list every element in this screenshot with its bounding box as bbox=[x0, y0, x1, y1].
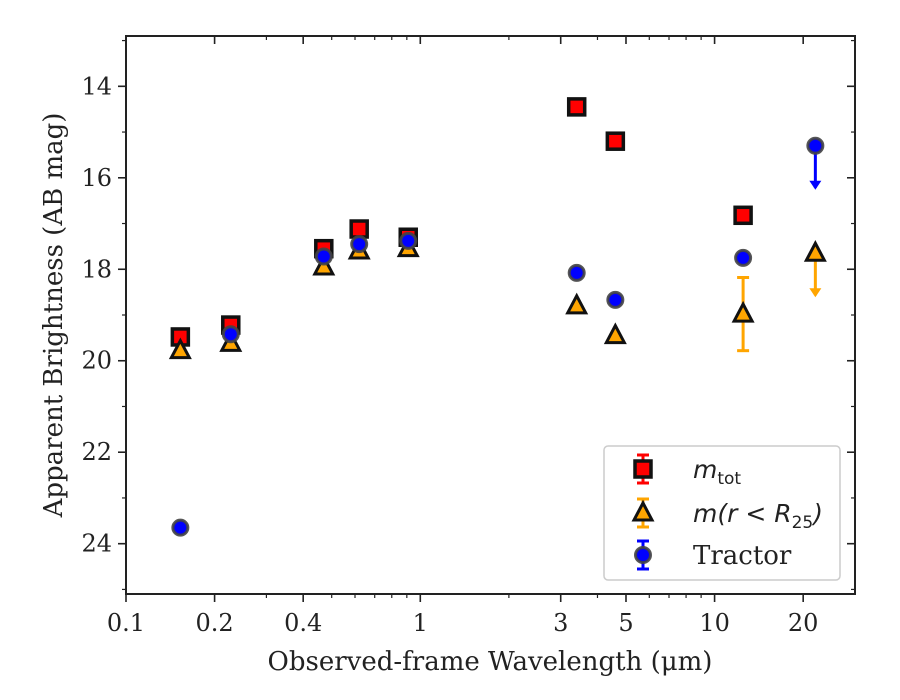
legend: mtot m(r < R25) Tractor bbox=[603, 445, 841, 581]
m-r25-point bbox=[803, 240, 827, 262]
x-tick-label: 3 bbox=[553, 609, 568, 637]
y-tick-label: 14 bbox=[81, 72, 112, 100]
y-tick-label: 16 bbox=[81, 164, 112, 192]
tractor-point bbox=[399, 231, 418, 250]
m-r25-point bbox=[603, 322, 627, 345]
m-r25-upper-limit-arrowhead bbox=[809, 288, 822, 298]
tractor-point bbox=[567, 263, 586, 282]
y-axis-title: Apparent Brightness (AB mag) bbox=[39, 113, 69, 519]
legend-m-r25-label: m(r < R25) bbox=[693, 499, 823, 533]
legend-mtot-label: mtot bbox=[693, 455, 741, 489]
y-tick-label: 24 bbox=[81, 530, 112, 558]
tractor-point bbox=[806, 136, 825, 155]
x-tick-label: 5 bbox=[618, 609, 633, 637]
tractor-point bbox=[734, 248, 753, 267]
tractor-point bbox=[314, 247, 333, 266]
mtot-point bbox=[605, 131, 626, 151]
x-tick-label: 0.1 bbox=[107, 609, 145, 637]
y-tick-label: 18 bbox=[81, 255, 112, 283]
mtot-point bbox=[566, 97, 587, 117]
plot-area bbox=[168, 97, 827, 537]
legend-box bbox=[603, 445, 841, 581]
m-r25-point bbox=[312, 253, 336, 276]
y-tick-label: 20 bbox=[81, 347, 112, 375]
x-tick-label: 20 bbox=[788, 609, 819, 637]
legend-mtot-marker bbox=[633, 459, 653, 479]
x-axis-title: Observed-frame Wavelength (μm) bbox=[268, 647, 713, 677]
tractor-series bbox=[171, 136, 825, 537]
m-r25-point bbox=[731, 300, 755, 323]
m-r25-point bbox=[565, 292, 589, 315]
legend-m-r25-marker bbox=[631, 499, 655, 522]
x-tick-label: 10 bbox=[699, 609, 730, 637]
tractor-upper-limit-arrowhead bbox=[809, 180, 822, 190]
y-tick-label: 22 bbox=[81, 438, 112, 466]
m-r25-series bbox=[168, 235, 827, 360]
x-tick-label: 1 bbox=[413, 609, 428, 637]
x-tick-label: 0.2 bbox=[196, 609, 234, 637]
mtot-point bbox=[349, 219, 369, 239]
legend-tractor-marker bbox=[634, 546, 652, 564]
axes: 0.1 0.2 0.4 1 3 5 10 20 14 16 18 20 22 24 bbox=[81, 36, 855, 637]
legend-tractor-label: Tractor bbox=[693, 541, 792, 571]
tractor-point bbox=[606, 290, 625, 309]
m-r25-point bbox=[168, 337, 192, 360]
tractor-point bbox=[350, 235, 369, 254]
mtot-point bbox=[733, 205, 753, 226]
tractor-point bbox=[171, 518, 190, 537]
x-tick-label: 0.4 bbox=[284, 609, 322, 637]
tractor-point bbox=[221, 325, 240, 344]
mtot-series bbox=[170, 97, 753, 347]
